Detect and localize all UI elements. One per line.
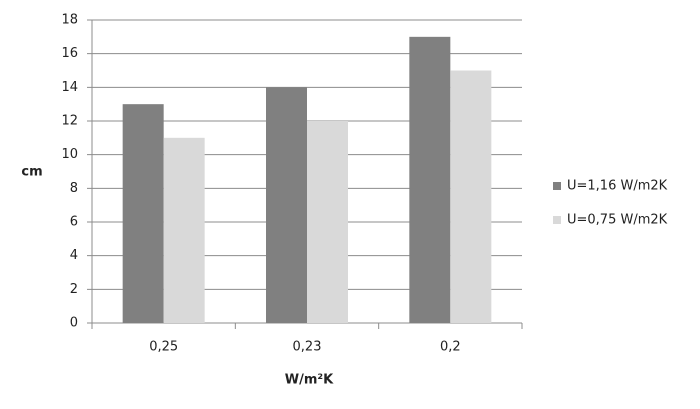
legend-swatch: [553, 182, 561, 190]
y-tick-label: 12: [61, 114, 78, 129]
legend-label: U=1,16 W/m2K: [567, 179, 668, 194]
x-tick-label: 0,25: [149, 340, 178, 355]
y-tick-label: 16: [61, 46, 78, 61]
bar: [409, 36, 451, 323]
bar: [450, 70, 492, 323]
legend-swatch: [553, 216, 561, 224]
legend-label: U=0,75 W/m2K: [567, 213, 668, 228]
y-axis-label: cm: [21, 165, 42, 180]
y-tick-label: 6: [70, 215, 78, 230]
bar: [122, 104, 164, 324]
y-tick-label: 2: [70, 282, 78, 297]
y-tick-label: 4: [70, 248, 78, 263]
bar: [163, 137, 205, 323]
x-tick-label: 0,23: [293, 340, 322, 355]
bar: [266, 87, 307, 323]
x-axis-label: W/m²K: [285, 373, 334, 388]
bar: [307, 121, 348, 323]
y-tick-label: 0: [70, 316, 78, 331]
y-tick-label: 8: [70, 181, 78, 196]
x-tick-label: 0,2: [440, 340, 461, 355]
y-tick-label: 10: [61, 147, 78, 162]
y-tick-label: 18: [61, 13, 78, 28]
y-tick-label: 14: [61, 80, 78, 95]
